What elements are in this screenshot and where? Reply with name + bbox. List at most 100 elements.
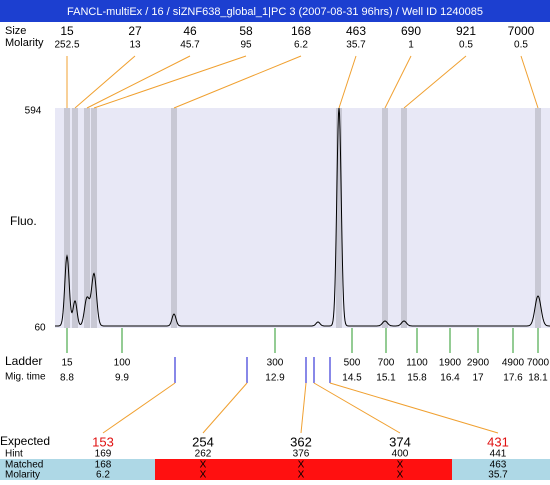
- expected-connector: [329, 382, 499, 434]
- peak-band: [72, 108, 78, 328]
- expected-value: 374: [389, 434, 411, 449]
- ladder-mig-time: 8.8: [60, 373, 74, 384]
- mig-time-label: Mig. time: [5, 372, 46, 383]
- hint-value: 376: [293, 449, 310, 460]
- y-bottom-label: 60: [34, 323, 46, 334]
- hint-value: 441: [490, 449, 507, 460]
- expected-connector: [313, 382, 401, 434]
- expected-molarity: X: [397, 470, 404, 480]
- peak-size: 921: [456, 24, 476, 38]
- ladder-size: 300: [267, 358, 284, 369]
- ladder-mig-time: 15.8: [407, 373, 427, 384]
- expected-molarity-label: Molarity: [5, 470, 40, 480]
- peak-connector: [520, 55, 539, 109]
- peak-band: [401, 108, 407, 328]
- expected-molarity: X: [298, 470, 305, 480]
- ladder-mig-time: 17.6: [503, 373, 523, 384]
- peak-connector: [86, 55, 191, 109]
- peak-connector: [384, 55, 412, 109]
- peak-band: [336, 108, 342, 328]
- ladder-mig-time: 16.4: [440, 373, 460, 384]
- matched-value: X: [200, 460, 207, 471]
- hint-label: Hint: [5, 449, 23, 460]
- ladder-mig-time: 15.1: [376, 373, 396, 384]
- plot-area: [55, 108, 550, 328]
- peak-band: [382, 108, 388, 328]
- peak-size: 58: [239, 24, 253, 38]
- expected-molarity: 35.7: [488, 470, 508, 480]
- ladder-mig-time: 17: [472, 373, 484, 384]
- match-cell: [452, 459, 550, 480]
- matched-value: X: [298, 460, 305, 471]
- peak-molarity: 45.7: [180, 40, 200, 51]
- peak-size: 463: [346, 24, 366, 38]
- expected-value: 153: [92, 434, 114, 449]
- ladder-size: 500: [344, 358, 361, 369]
- y-axis-label: Fluo.: [10, 214, 37, 228]
- peak-connector: [93, 55, 247, 109]
- y-top-label: 594: [25, 106, 42, 117]
- peak-size: 15: [60, 24, 74, 38]
- trace: [55, 107, 550, 327]
- peak-molarity: 6.2: [294, 40, 308, 51]
- expected-molarity: X: [200, 470, 207, 480]
- ladder-size: 1900: [439, 358, 462, 369]
- match-cell: [254, 459, 352, 480]
- expected-label: Expected: [0, 434, 50, 448]
- peak-size: 690: [401, 24, 421, 38]
- match-cell: [155, 459, 254, 480]
- peak-molarity: 252.5: [54, 40, 79, 51]
- peak-size: 7000: [508, 24, 535, 38]
- ladder-mig-time: 12.9: [265, 373, 285, 384]
- ladder-size: 4900: [502, 358, 525, 369]
- peak-molarity: 0.5: [514, 40, 528, 51]
- peak-band: [171, 108, 177, 328]
- hint-value: 400: [392, 449, 409, 460]
- peak-size: 46: [183, 24, 197, 38]
- expected-connector: [300, 382, 307, 434]
- peak-connector: [403, 55, 467, 109]
- peak-molarity: 95: [240, 40, 252, 51]
- window-title: FANCL-multiEx / 16 / siZNF638_global_1|P…: [67, 6, 483, 18]
- ladder-size: 700: [378, 358, 395, 369]
- matched-value: 168: [95, 460, 112, 471]
- ladder-size: 7000: [527, 358, 550, 369]
- ladder-size: 100: [114, 358, 131, 369]
- peak-band: [535, 108, 541, 328]
- peak-band: [64, 108, 70, 328]
- size-label: Size: [5, 25, 26, 37]
- expected-molarity: 6.2: [96, 470, 110, 480]
- expected-value: 362: [290, 434, 312, 449]
- match-cell: [55, 459, 155, 480]
- match-cell: [352, 459, 452, 480]
- peak-band: [84, 108, 90, 328]
- expected-connector: [202, 382, 248, 434]
- peak-molarity: 13: [129, 40, 141, 51]
- peak-molarity: 0.5: [459, 40, 473, 51]
- peak-size: 27: [128, 24, 142, 38]
- peak-connector: [173, 55, 302, 109]
- ladder-label: Ladder: [5, 354, 42, 368]
- molarity-label: Molarity: [5, 37, 44, 49]
- peak-connector: [338, 55, 357, 109]
- label-cell: [0, 459, 55, 480]
- ladder-size: 1100: [406, 358, 428, 369]
- peak-size: 168: [291, 24, 311, 38]
- peak-band: [91, 108, 97, 328]
- ladder-mig-time: 9.9: [115, 373, 129, 384]
- title-bar: [0, 0, 550, 22]
- matched-value: X: [397, 460, 404, 471]
- ladder-mig-time: 14.5: [342, 373, 362, 384]
- expected-value: 431: [487, 434, 509, 449]
- hint-value: 262: [195, 449, 212, 460]
- peak-molarity: 35.7: [346, 40, 366, 51]
- ladder-mig-time: 18.1: [528, 373, 548, 384]
- ladder-size: 2900: [467, 358, 490, 369]
- matched-value: 463: [490, 460, 507, 471]
- ladder-size: 15: [61, 358, 73, 369]
- hint-value: 169: [95, 449, 112, 460]
- peak-molarity: 1: [408, 40, 414, 51]
- matched-label: Matched: [5, 460, 43, 471]
- expected-connector: [102, 382, 176, 434]
